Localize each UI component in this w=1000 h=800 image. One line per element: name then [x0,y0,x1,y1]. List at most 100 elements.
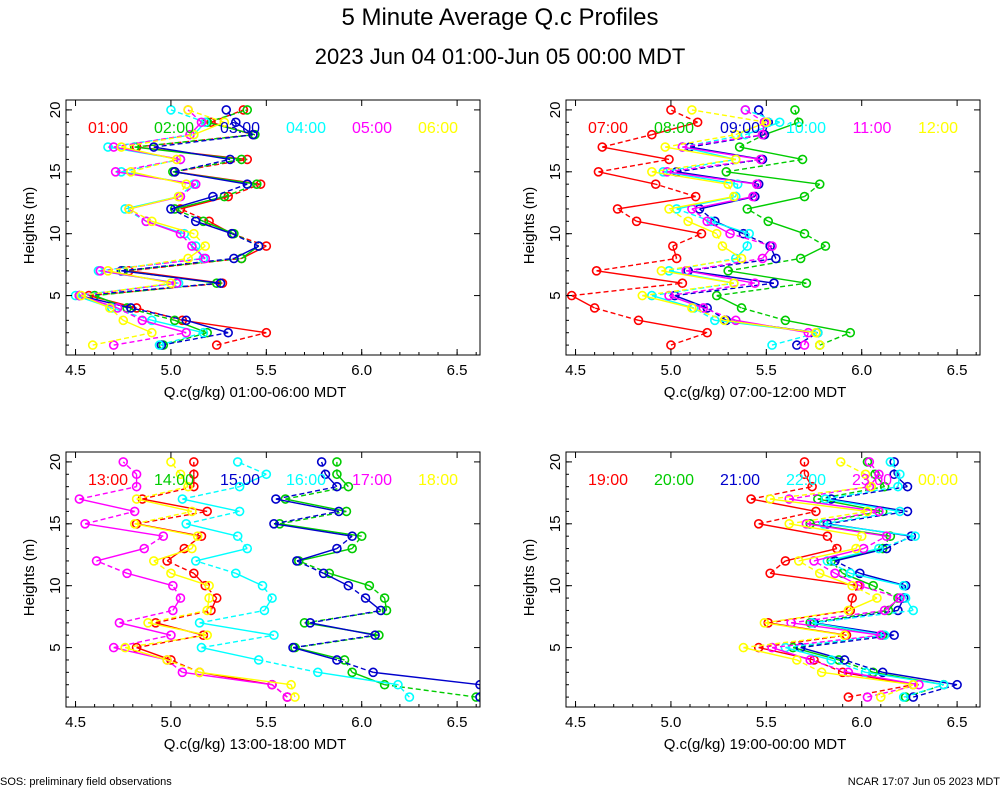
series-segment [121,133,194,148]
data-point [166,568,176,579]
series-segment [902,585,907,599]
data-point [139,543,150,554]
data-point [211,278,222,289]
data-point [80,518,90,529]
data-point [820,494,831,504]
data-point [730,154,741,165]
x-tick-label: 6.5 [447,362,468,379]
data-point [261,327,272,338]
data-point [177,667,188,678]
y-tick-label: 5 [547,291,564,299]
data-point [183,481,193,492]
data-point [189,457,199,467]
data-point [158,531,169,541]
data-point [908,605,919,616]
series-segment [768,609,851,624]
data-point [356,531,367,541]
series-segment [207,121,256,136]
series-segment [636,220,702,235]
data-point [757,129,768,140]
data-point [202,506,212,517]
series-segment [128,195,179,210]
x-tick-label: 5.0 [661,714,682,731]
series-segment [803,332,809,346]
series-segment [298,560,330,574]
data-point [223,327,233,338]
data-point [856,531,867,541]
data-point [647,166,657,177]
x-tick-label: 6.0 [851,714,872,731]
series-segment [764,121,799,136]
series-segment [130,171,187,185]
data-point [738,642,749,653]
series-segment [237,535,248,549]
legend-label: 12:00 [918,120,958,137]
data-point [189,481,199,492]
y-tick-label: 15 [547,163,564,180]
data-point [166,630,176,641]
series-segment [602,133,653,148]
series-segment [121,146,177,161]
series-segment [676,208,712,222]
data-point [129,518,140,529]
data-point [872,593,882,603]
y-tick-label: 20 [47,102,64,119]
series-segment [231,233,267,247]
data-point [855,568,865,579]
series-segment [682,146,761,161]
data-point [181,518,191,529]
series-segment [812,609,914,624]
series-segment [178,183,195,198]
data-point [902,481,913,492]
data-point [845,327,856,338]
data-point [259,605,270,616]
data-point [131,494,142,504]
data-point [765,568,775,579]
series-segment [594,307,639,322]
data-point [662,166,672,177]
series-segment [770,498,868,513]
series-segment [174,208,204,222]
series-segment [368,585,386,599]
series-segment [813,547,864,562]
data-point [767,241,777,251]
series-segment [710,220,750,235]
x-tick-label: 4.5 [565,714,586,731]
data-point [234,506,245,517]
series-segment [128,208,147,222]
series-segment [151,319,204,334]
data-point [763,618,774,628]
series-segment [903,684,944,698]
series-segment [651,121,698,136]
series-segment [667,158,761,173]
y-tick-label: 15 [47,163,64,180]
series-segment [273,510,339,525]
series-segment [670,332,708,346]
series-segment [166,659,183,673]
data-point [805,655,816,665]
data-point [696,228,707,239]
plot-frame [565,451,981,708]
series-segment [831,547,883,562]
x-tick-label: 6.5 [447,714,468,731]
series-segment [113,332,187,346]
series-segment [800,646,845,661]
series-segment [866,461,876,475]
series-segment [598,171,656,185]
data-point [379,593,390,603]
footer-timestamp: NCAR 17:07 Jun 05 2023 MDT [847,776,1000,788]
data-point [370,630,380,641]
series-segment [384,684,477,698]
series-segment [688,270,775,284]
data-point [198,327,209,338]
data-point [734,142,745,152]
x-tick-label: 5.5 [756,362,777,379]
series-segment [142,319,187,334]
data-point [168,580,178,591]
y-axis-label: Heights (m) [21,539,38,617]
series-segment [96,560,128,574]
chart-panel-1: 01:00 02:00 03:00 04:00 05:00 06:00 4.5 5.0 5.5 6… [21,99,481,401]
data-point [242,543,253,554]
data-point [313,667,323,678]
data-point [318,568,329,579]
